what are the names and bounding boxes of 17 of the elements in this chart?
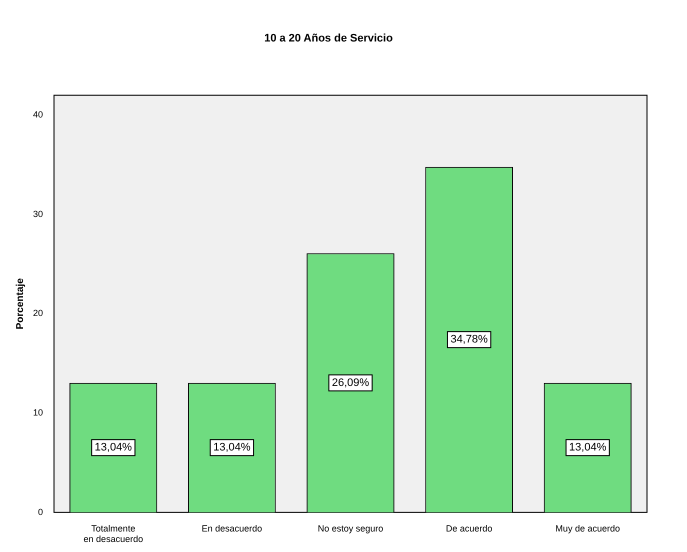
y-tick-label: 0 [38,506,44,517]
x-tick-label: En desacuerdo [202,523,262,534]
data-label: 13,04% [569,442,607,454]
data-label: 13,04% [213,442,251,454]
x-tick-label: Totalmente en desacuerdo [84,523,144,544]
x-tick-label: De acuerdo [446,523,492,534]
y-tick-label: 10 [32,408,44,418]
y-tick-label: 20 [32,308,44,318]
x-tick-label: No estoy seguro [318,523,384,534]
y-tick-label: 30 [32,208,44,219]
y-tick-label: 40 [32,110,44,120]
x-tick-label: Muy de acuerdo [555,523,620,534]
data-label: 26,09% [332,376,370,389]
chart-title: 10 a 20 Años de Servicio [264,32,394,45]
data-label: 13,04% [94,442,132,454]
y-axis-title: Porcentaje [14,278,26,330]
data-label: 34,78% [450,334,488,346]
